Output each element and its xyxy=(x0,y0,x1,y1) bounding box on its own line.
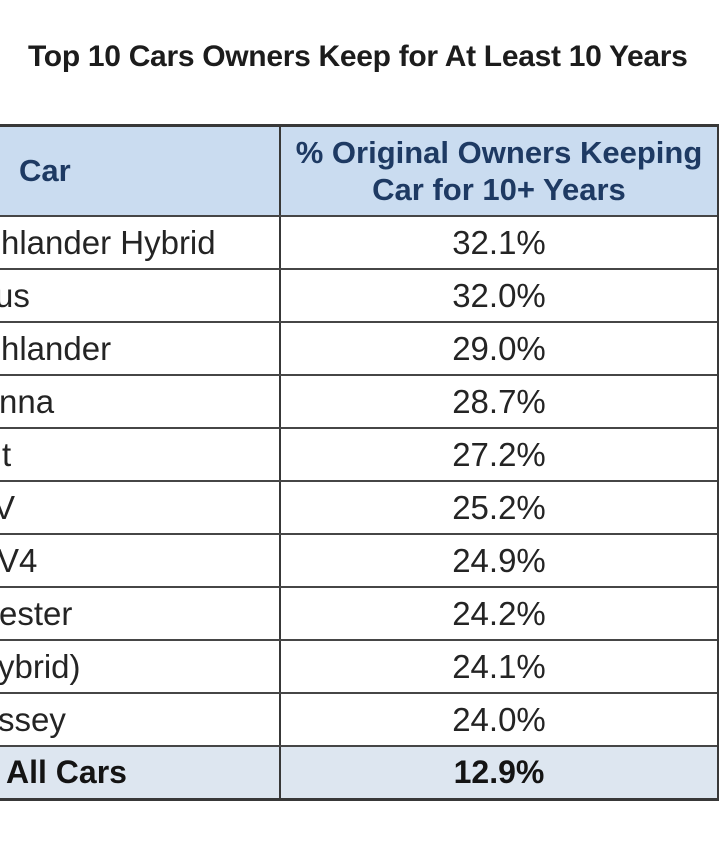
percent-value: 24.1% xyxy=(452,647,546,685)
table-row: V 25.2% xyxy=(0,482,717,535)
car-name-cell: hlander Hybrid xyxy=(0,217,281,268)
car-name-text: nna xyxy=(0,382,55,420)
car-name-text: hlander Hybrid xyxy=(1,223,216,261)
percent-value: 32.1% xyxy=(452,223,546,261)
table-row: V4 24.9% xyxy=(0,535,717,588)
car-name-cell: us xyxy=(0,270,281,321)
table-row: ybrid) 24.1% xyxy=(0,641,717,694)
page-title: Top 10 Cars Owners Keep for At Least 10 … xyxy=(28,40,688,73)
car-name-cell: ybrid) xyxy=(0,641,281,692)
table-footer-row: All Cars 12.9% xyxy=(0,747,717,798)
cars-table: Car % Original Owners Keeping Car for 10… xyxy=(0,124,719,801)
percent-value: 25.2% xyxy=(452,488,546,526)
table-row: t 27.2% xyxy=(0,429,717,482)
car-name-text: ssey xyxy=(0,700,66,738)
car-name-cell: ester xyxy=(0,588,281,639)
table-row: hlander Hybrid 32.1% xyxy=(0,217,717,270)
percent-value: 24.0% xyxy=(452,700,546,738)
car-name-text: hlander xyxy=(1,329,112,367)
car-name-cell: V4 xyxy=(0,535,281,586)
column-header-percent-line2: Car for 10+ Years xyxy=(372,172,626,207)
table-body: hlander Hybrid 32.1% us 32.0% hlander 29… xyxy=(0,217,717,747)
car-name-cell: nna xyxy=(0,376,281,427)
footer-percent-cell: 12.9% xyxy=(453,754,545,790)
car-name-text: V4 xyxy=(0,541,38,579)
car-name-cell: t xyxy=(0,429,281,480)
percent-value: 32.0% xyxy=(452,276,546,314)
percent-value: 24.2% xyxy=(452,594,546,632)
car-name-text: V xyxy=(0,489,15,527)
car-name-cell: ssey xyxy=(0,694,281,745)
table-row: ester 24.2% xyxy=(0,588,717,641)
table-row: hlander 29.0% xyxy=(0,323,717,376)
percent-value: 24.9% xyxy=(452,541,546,579)
percent-value: 29.0% xyxy=(452,329,546,367)
table-row: ssey 24.0% xyxy=(0,694,717,747)
footer-label-cell: All Cars xyxy=(0,747,281,798)
car-name-text: ester xyxy=(0,594,73,632)
table-header-row: Car % Original Owners Keeping Car for 10… xyxy=(0,127,717,217)
percent-value: 27.2% xyxy=(452,435,546,473)
percent-value: 28.7% xyxy=(452,382,546,420)
column-header-car: Car xyxy=(0,127,281,215)
car-name-text: ybrid) xyxy=(0,647,81,685)
car-name-cell: V xyxy=(0,482,281,533)
column-header-percent-line1: % Original Owners Keeping xyxy=(295,135,703,170)
table-row: nna 28.7% xyxy=(0,376,717,429)
car-name-cell: hlander xyxy=(0,323,281,374)
car-name-text: us xyxy=(0,276,30,314)
table-row: us 32.0% xyxy=(0,270,717,323)
column-header-percent: % Original Owners Keeping Car for 10+ Ye… xyxy=(281,127,717,215)
car-name-text: t xyxy=(2,435,12,473)
